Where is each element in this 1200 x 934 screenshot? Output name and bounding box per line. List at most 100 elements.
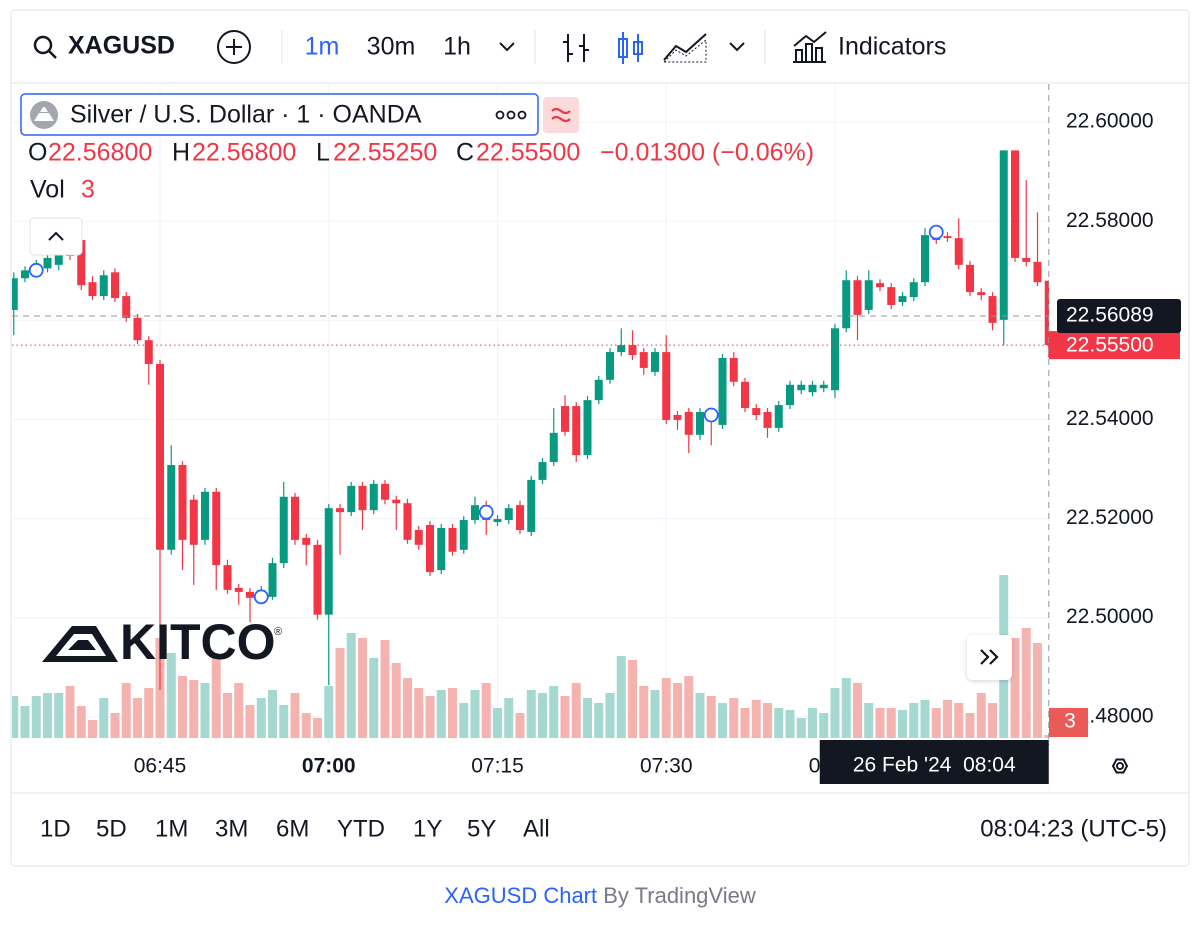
candle-body (583, 400, 592, 456)
range-button[interactable]: 1M (155, 815, 188, 842)
interval[interactable]: 1h (443, 33, 471, 61)
range-bar: 08:04:23 (UTC-5) 1D 5D 1M 3M 6M YTD 1Y 5Y All (40, 815, 1167, 842)
interval-menu[interactable] (499, 42, 515, 52)
series-title: Silver / U.S. Dollar · 1 · OANDA (70, 101, 422, 129)
footer-link[interactable]: XAGUSD Chart (444, 883, 597, 908)
indicators-button[interactable]: Indicators (793, 31, 946, 63)
interval[interactable]: 1m (305, 33, 340, 61)
symbol-search[interactable]: XAGUSD (33, 32, 175, 60)
range-button[interactable]: 1D (40, 815, 71, 842)
scroll-to-realtime[interactable] (967, 635, 1012, 680)
open-label: O (28, 139, 47, 167)
volume-bar (785, 710, 795, 738)
candle-body (561, 406, 569, 432)
event-marker[interactable] (478, 504, 494, 520)
event-marker[interactable] (928, 224, 944, 240)
x-tick-label: 07:15 (471, 755, 524, 778)
volume-bar (695, 693, 705, 738)
data-problem-badge[interactable] (543, 97, 579, 133)
candle-body (392, 499, 401, 504)
volume-bar (459, 703, 469, 738)
legend: Silver / U.S. Dollar · 1 · OANDA O 22.56… (20, 93, 814, 256)
volume-bar (954, 703, 964, 738)
settings-button[interactable] (1111, 758, 1129, 774)
candle-body (178, 465, 187, 540)
candle-body (684, 412, 693, 435)
crosshair-time-label: 26 Feb '24 08:04 (853, 754, 1016, 777)
volume-bar (369, 658, 379, 738)
volume-bar (943, 700, 952, 738)
series-title-box[interactable] (20, 93, 539, 136)
candle-body (358, 485, 367, 511)
volume-bar (20, 706, 30, 738)
volume-bar (133, 698, 142, 738)
scroll-button[interactable] (967, 635, 1012, 680)
candle-body (437, 527, 446, 571)
volume-bar (301, 713, 311, 738)
style-menu[interactable] (729, 42, 745, 52)
area-style[interactable] (662, 33, 707, 63)
candle-body (617, 345, 626, 353)
volume-bar (605, 693, 615, 738)
indicators-label[interactable]: Indicators (838, 33, 946, 61)
compare-button[interactable] (217, 30, 251, 64)
candle-body (921, 235, 929, 283)
event-marker[interactable] (703, 407, 719, 423)
candle-body (853, 280, 862, 315)
candle-body (1044, 280, 1049, 346)
low-value: 22.55250 (333, 139, 437, 167)
candle-body (54, 254, 63, 265)
interval[interactable]: 30m (367, 33, 416, 61)
volume-bar (110, 713, 120, 738)
range-button[interactable]: YTD (337, 815, 385, 842)
candle-body (1011, 150, 1019, 258)
collapse-legend[interactable] (29, 217, 83, 256)
event-marker[interactable] (28, 262, 44, 278)
candle-body (212, 491, 221, 566)
candle-body (189, 499, 198, 545)
bars-style[interactable] (563, 34, 589, 62)
symbol[interactable]: XAGUSD (68, 32, 175, 60)
candle-body (302, 537, 311, 545)
volume-bar (324, 686, 334, 738)
crosshair-price-box (1057, 298, 1181, 333)
candle-body (864, 280, 873, 310)
candles-icon (618, 38, 628, 58)
candle-body (797, 384, 806, 391)
candle-body (268, 563, 277, 597)
volume-bar (763, 703, 772, 738)
dot (495, 110, 505, 120)
candle-body (786, 384, 794, 406)
volume-bar (436, 690, 446, 738)
volume-bar (808, 708, 817, 738)
candle-body (977, 292, 986, 296)
more-button[interactable] (495, 110, 527, 120)
volume-bar (538, 693, 547, 738)
candle-body (21, 270, 29, 279)
range-button[interactable]: 3M (215, 815, 248, 842)
candle-body (549, 432, 558, 463)
candle-body (966, 264, 974, 293)
range-button[interactable]: 5D (96, 815, 127, 842)
candles-style[interactable] (618, 32, 643, 64)
range-button[interactable]: 6M (276, 815, 309, 842)
candle-body (808, 384, 817, 393)
volume-bar (290, 693, 300, 738)
candle-body (381, 483, 389, 500)
range-button[interactable]: 5Y (467, 815, 496, 842)
volume-bar (1010, 638, 1020, 738)
volume-bar (335, 648, 345, 738)
volume-bar (875, 708, 885, 738)
candle-body (156, 363, 164, 550)
volume-bar (268, 690, 277, 738)
volume-axis-label: 3 (1064, 710, 1076, 733)
candle-body (313, 544, 322, 615)
candle-body (606, 352, 614, 380)
search-icon (33, 35, 53, 55)
volume-bar (740, 708, 750, 738)
candle-body (898, 296, 907, 303)
volume-bar (976, 693, 986, 738)
range-button[interactable]: All (523, 815, 550, 842)
range-button[interactable]: 1Y (413, 815, 442, 842)
event-marker[interactable] (253, 589, 269, 605)
